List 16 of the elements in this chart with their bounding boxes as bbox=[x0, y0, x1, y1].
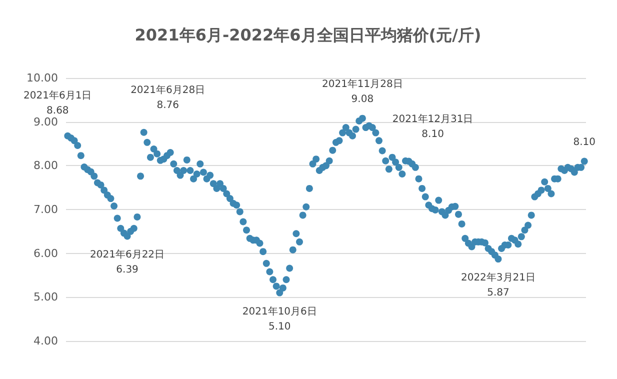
y-tick-label: 8.00 bbox=[34, 159, 58, 172]
data-label: 2021年11月28日 9.08 bbox=[322, 78, 403, 105]
data-label: 2021年6月22日 6.39 bbox=[90, 248, 165, 276]
y-tick-label: 10.00 bbox=[26, 72, 58, 84]
data-label: 2021年6月28日 8.76 bbox=[130, 84, 206, 111]
data-label: 2021年10月6日 5.10 bbox=[242, 305, 317, 332]
y-tick-label: 9.00 bbox=[34, 115, 58, 128]
y-tick-label: 5.00 bbox=[34, 290, 58, 304]
y-tick-label: 4.00 bbox=[34, 334, 58, 348]
data-label: 2022年3月21日 5.87 bbox=[460, 272, 536, 299]
data-label: 8.10 bbox=[573, 136, 596, 148]
data-label: 2021年6月1日 8.68 bbox=[24, 89, 92, 116]
y-tick-label: 7.00 bbox=[34, 203, 58, 216]
y-tick-label: 6.00 bbox=[34, 246, 58, 260]
data-label: 2021年12月31日 8.10 bbox=[392, 112, 474, 140]
chart-title: 2021年6月-2022年6月全国日平均猪价(元/斤) bbox=[134, 26, 482, 44]
